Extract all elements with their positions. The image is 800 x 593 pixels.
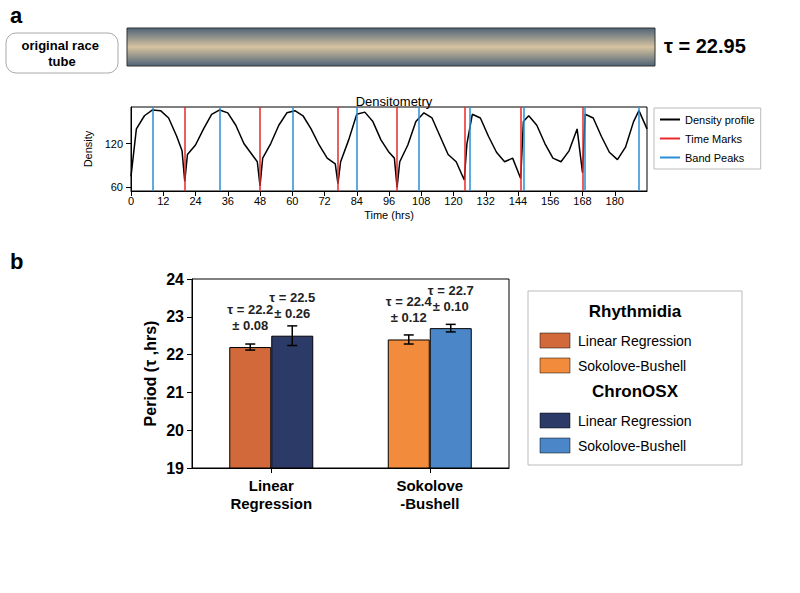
svg-text:0: 0 bbox=[128, 195, 134, 207]
svg-text:120: 120 bbox=[444, 195, 462, 207]
svg-text:21: 21 bbox=[166, 384, 184, 401]
svg-text:Rhythmidia: Rhythmidia bbox=[589, 302, 682, 321]
svg-text:Period (τ ,hrs): Period (τ ,hrs) bbox=[142, 321, 159, 427]
svg-text:ChronOSX: ChronOSX bbox=[592, 382, 679, 401]
svg-text:tube: tube bbox=[48, 54, 75, 69]
svg-text:Density: Density bbox=[82, 130, 94, 167]
svg-text:-Bushell: -Bushell bbox=[400, 495, 459, 512]
svg-text:108: 108 bbox=[412, 195, 430, 207]
svg-text:Sokolove-Bushell: Sokolove-Bushell bbox=[578, 358, 686, 374]
svg-text:τ = 22.7: τ = 22.7 bbox=[428, 283, 474, 298]
svg-text:84: 84 bbox=[351, 195, 363, 207]
svg-text:τ = 22.4: τ = 22.4 bbox=[386, 294, 433, 309]
svg-text:96: 96 bbox=[383, 195, 395, 207]
svg-text:180: 180 bbox=[606, 195, 624, 207]
svg-text:156: 156 bbox=[541, 195, 559, 207]
svg-text:24: 24 bbox=[189, 195, 201, 207]
svg-text:± 0.12: ± 0.12 bbox=[391, 310, 427, 325]
svg-text:Time Marks: Time Marks bbox=[685, 133, 743, 145]
svg-text:Sokolove: Sokolove bbox=[396, 477, 463, 494]
svg-text:120: 120 bbox=[105, 138, 123, 150]
svg-text:Linear Regression: Linear Regression bbox=[578, 413, 692, 429]
svg-text:a: a bbox=[10, 3, 23, 28]
svg-text:23: 23 bbox=[166, 308, 184, 325]
svg-text:24: 24 bbox=[166, 271, 184, 288]
svg-text:Density profile: Density profile bbox=[685, 114, 755, 126]
svg-text:Time (hrs): Time (hrs) bbox=[364, 209, 414, 221]
svg-text:Sokolove-Bushell: Sokolove-Bushell bbox=[578, 438, 686, 454]
svg-text:48: 48 bbox=[254, 195, 266, 207]
svg-text:60: 60 bbox=[286, 195, 298, 207]
svg-text:144: 144 bbox=[509, 195, 527, 207]
svg-text:Densitometry: Densitometry bbox=[356, 94, 433, 109]
svg-text:60: 60 bbox=[111, 181, 123, 193]
svg-text:± 0.26: ± 0.26 bbox=[274, 306, 310, 321]
svg-text:original race: original race bbox=[22, 38, 103, 53]
svg-text:τ = 22.2: τ = 22.2 bbox=[227, 302, 273, 317]
svg-text:36: 36 bbox=[222, 195, 234, 207]
svg-text:168: 168 bbox=[573, 195, 591, 207]
svg-text:72: 72 bbox=[318, 195, 330, 207]
svg-text:b: b bbox=[10, 249, 23, 274]
svg-text:± 0.10: ± 0.10 bbox=[433, 299, 469, 314]
svg-text:12: 12 bbox=[157, 195, 169, 207]
svg-text:132: 132 bbox=[477, 195, 495, 207]
svg-text:± 0.08: ± 0.08 bbox=[232, 318, 268, 333]
svg-text:19: 19 bbox=[166, 460, 184, 477]
svg-text:Linear Regression: Linear Regression bbox=[578, 333, 692, 349]
svg-text:Linear: Linear bbox=[249, 477, 294, 494]
svg-text:Regression: Regression bbox=[230, 495, 312, 512]
svg-text:20: 20 bbox=[166, 422, 184, 439]
svg-text:22: 22 bbox=[166, 346, 184, 363]
svg-text:Band Peaks: Band Peaks bbox=[685, 152, 745, 164]
svg-text:τ = 22.5: τ = 22.5 bbox=[269, 290, 315, 305]
svg-text:τ = 22.95: τ = 22.95 bbox=[664, 35, 746, 57]
